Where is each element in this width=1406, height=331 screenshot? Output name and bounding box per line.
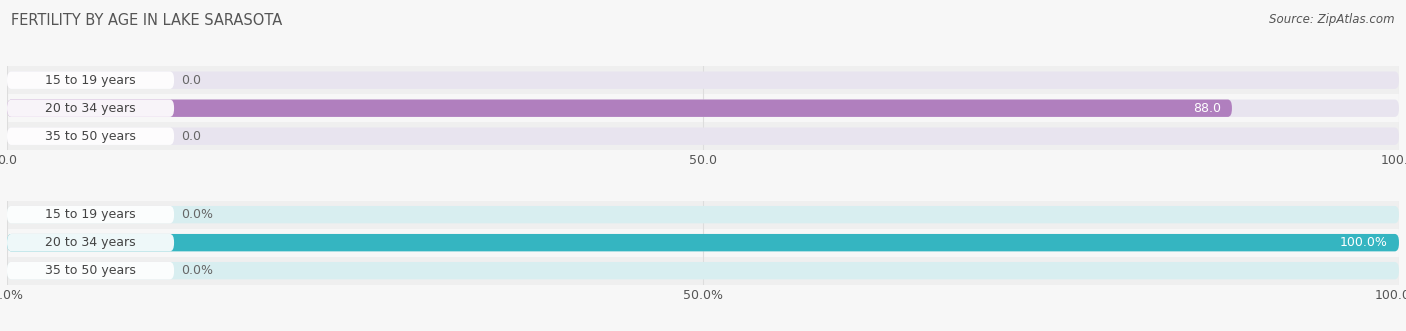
Text: 35 to 50 years: 35 to 50 years [45,130,136,143]
FancyBboxPatch shape [7,100,174,117]
FancyBboxPatch shape [7,206,1399,223]
Text: 35 to 50 years: 35 to 50 years [45,264,136,277]
Text: 15 to 19 years: 15 to 19 years [45,74,136,87]
Bar [7,257,1399,285]
Text: 20 to 34 years: 20 to 34 years [45,102,136,115]
FancyBboxPatch shape [7,71,1399,89]
FancyBboxPatch shape [7,262,174,279]
Text: 88.0: 88.0 [1192,102,1220,115]
Text: 100.0%: 100.0% [1340,236,1388,249]
Bar [7,201,1399,229]
FancyBboxPatch shape [7,234,174,251]
FancyBboxPatch shape [7,127,174,145]
Text: Source: ZipAtlas.com: Source: ZipAtlas.com [1270,13,1395,26]
FancyBboxPatch shape [7,234,1399,251]
Text: FERTILITY BY AGE IN LAKE SARASOTA: FERTILITY BY AGE IN LAKE SARASOTA [11,13,283,28]
Text: 0.0: 0.0 [181,130,201,143]
Bar [7,94,1399,122]
FancyBboxPatch shape [7,262,1399,279]
Text: 15 to 19 years: 15 to 19 years [45,208,136,221]
FancyBboxPatch shape [7,206,174,223]
FancyBboxPatch shape [7,100,1399,117]
Text: 0.0: 0.0 [181,74,201,87]
FancyBboxPatch shape [7,234,1399,251]
Text: 0.0%: 0.0% [181,208,214,221]
FancyBboxPatch shape [7,127,1399,145]
Bar [7,229,1399,257]
FancyBboxPatch shape [7,71,174,89]
Bar [7,66,1399,94]
Text: 20 to 34 years: 20 to 34 years [45,236,136,249]
FancyBboxPatch shape [7,100,1232,117]
Bar [7,122,1399,150]
Text: 0.0%: 0.0% [181,264,214,277]
